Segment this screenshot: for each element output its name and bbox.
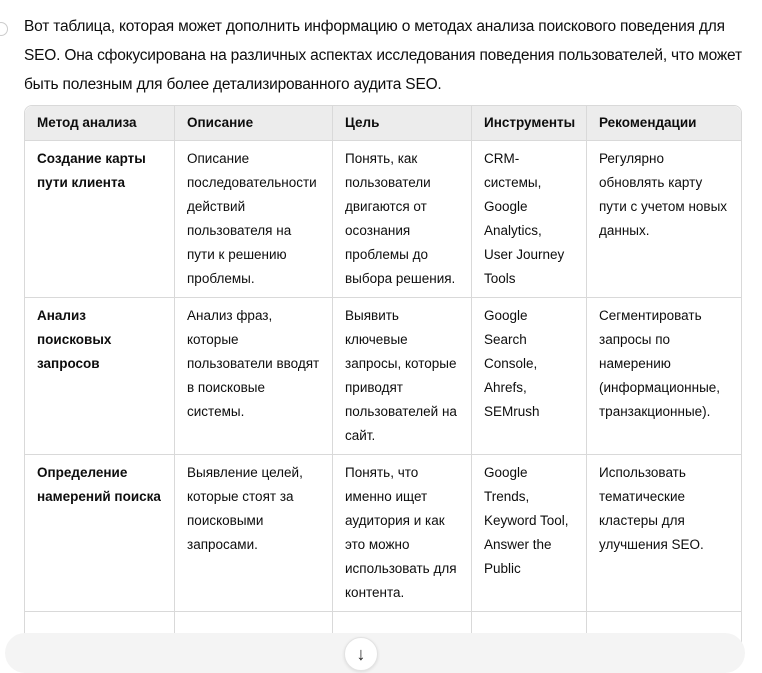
header-tools: Инструменты: [472, 106, 587, 140]
header-recommendations: Рекомендации: [587, 106, 741, 140]
cell-tools: CRM-системы, Google Analytics, User Jour…: [472, 140, 587, 297]
cell-description: Анализ фраз, которые пользователи вводят…: [175, 297, 333, 454]
cell-method: Определение намерений поиска: [25, 454, 175, 611]
scroll-to-bottom-button[interactable]: ↓: [344, 637, 378, 671]
table-row: Создание карты пути клиента Описание пос…: [25, 140, 741, 297]
arrow-down-icon: ↓: [356, 643, 366, 664]
cell-description: Выявление целей, которые стоят за поиско…: [175, 454, 333, 611]
cell-tools: Google Trends, Keyword Tool, Answer the …: [472, 454, 587, 611]
cell-method: Создание карты пути клиента: [25, 140, 175, 297]
cell-recommendations: Использовать тематические кластеры для у…: [587, 454, 741, 611]
table-row: Определение намерений поиска Выявление ц…: [25, 454, 741, 611]
cell-goal: Выявить ключевые запросы, которые привод…: [333, 297, 472, 454]
cell-goal: Понять, как пользователи двигаются от ос…: [333, 140, 472, 297]
cell-description: Описание последовательности действий пол…: [175, 140, 333, 297]
table-row: Анализ поисковых запросов Анализ фраз, к…: [25, 297, 741, 454]
table-header-row: Метод анализа Описание Цель Инструменты …: [25, 106, 741, 140]
header-description: Описание: [175, 106, 333, 140]
cell-recommendations: Сегментировать запросы по намерению (инф…: [587, 297, 741, 454]
avatar-edge: [0, 22, 8, 36]
cell-empty: [587, 611, 741, 664]
header-goal: Цель: [333, 106, 472, 140]
cell-method: Анализ поисковых запросов: [25, 297, 175, 454]
cell-recommendations: Регулярно обновлять карту пути с учетом …: [587, 140, 741, 297]
cell-tools: Google Search Console, Ahrefs, SEMrush: [472, 297, 587, 454]
header-method: Метод анализа: [25, 106, 175, 140]
cell-goal: Понять, что именно ищет аудитория и как …: [333, 454, 472, 611]
intro-text: Вот таблица, которая может дополнить инф…: [24, 18, 742, 93]
seo-methods-table: Метод анализа Описание Цель Инструменты …: [24, 105, 742, 665]
